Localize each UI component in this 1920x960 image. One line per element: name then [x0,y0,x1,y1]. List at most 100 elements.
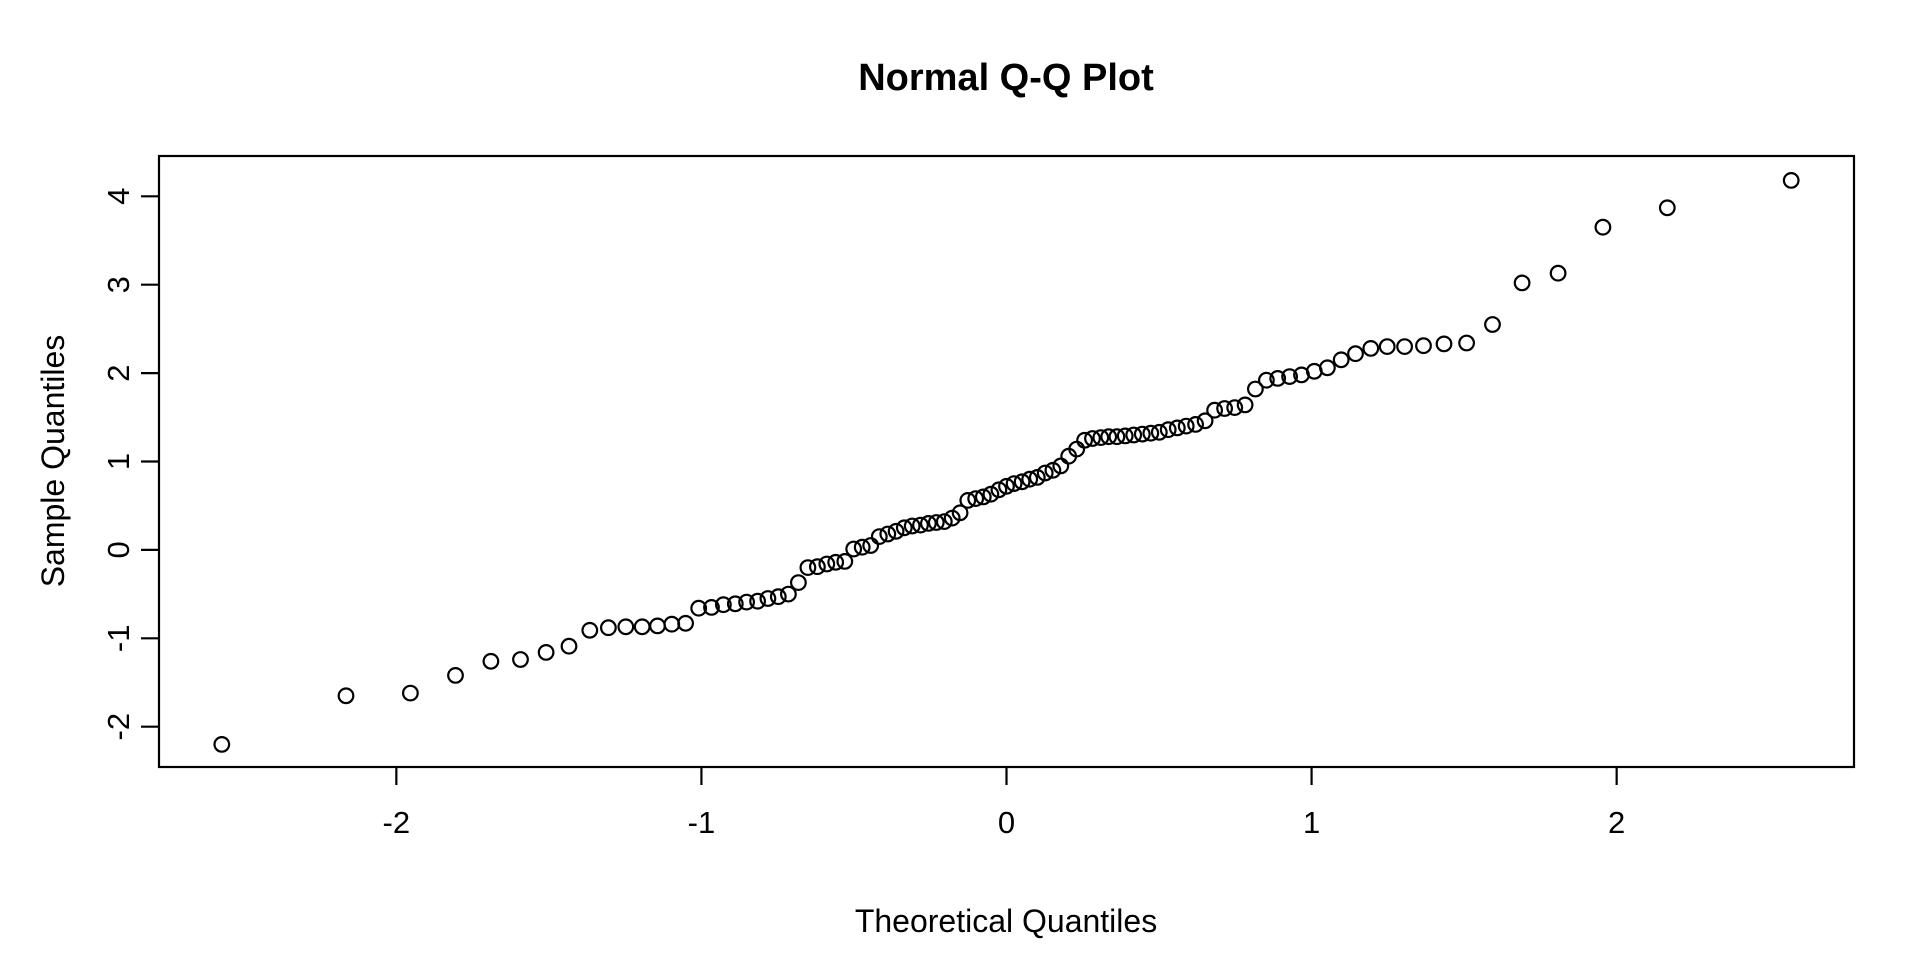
data-point [1246,380,1264,398]
data-point [759,590,777,607]
x-tick-label: 1 [1303,805,1320,840]
data-point [895,519,913,537]
data-point [809,558,826,576]
data-point [927,514,945,531]
y-tick-label: -1 [101,625,136,653]
data-point [836,553,854,570]
data-point [1458,334,1475,352]
data-point [912,516,929,534]
data-point [1133,425,1151,443]
data-point [845,540,863,558]
data-point [726,595,744,613]
data-point [818,555,836,573]
data-point [1076,431,1093,449]
data-point [1092,429,1110,447]
data-point [974,488,992,506]
data-point [1378,338,1396,356]
data-point [1177,417,1195,435]
data-point [1013,473,1031,491]
plot-border-box [157,154,1856,769]
data-point [1226,399,1244,417]
data-point [920,515,937,532]
data-point [1281,368,1298,386]
data-point [715,596,732,614]
data-point [703,599,720,616]
data-point [633,618,651,636]
data-point [1196,412,1214,430]
data-point [1036,464,1054,482]
data-point [951,504,969,522]
data-point [870,528,888,545]
data-points [213,171,1800,753]
data-point [1362,340,1380,357]
data-point [959,492,977,509]
chart-title: Normal Q-Q Plot [858,57,1154,99]
data-point [1415,337,1432,355]
data-point [990,481,1008,499]
data-point [738,593,755,611]
data-point [827,553,845,571]
data-point [512,651,529,668]
data-point [862,537,880,554]
data-point [600,619,617,637]
data-point [1206,401,1223,419]
x-axis-ticks: -2 -1 0 1 2 [383,767,1625,840]
data-point [649,617,666,635]
data-point [998,477,1015,495]
data-point [1269,370,1287,387]
data-point [1435,335,1453,353]
data-point [690,599,708,617]
data-point [447,667,464,684]
data-point [1142,424,1160,442]
data-point [1150,423,1168,441]
data-point [769,588,787,606]
x-tick-label: 2 [1608,805,1625,840]
data-point [935,513,953,530]
data-point [799,559,817,576]
x-axis-title: Theoretical Quantiles [855,903,1157,939]
data-point [790,574,807,591]
data-point [617,618,635,636]
data-point [1396,338,1413,356]
data-point [1782,171,1800,189]
data-point [1168,419,1186,437]
data-point [560,637,578,655]
y-tick-label: 4 [101,188,136,205]
data-point [482,652,500,670]
data-point [1347,345,1364,363]
data-point [780,585,797,603]
data-point [1159,421,1177,439]
data-point [887,522,905,540]
data-point [1125,426,1143,444]
y-tick-label: -2 [101,713,136,741]
y-tick-label: 2 [101,364,136,381]
x-tick-label: -2 [383,805,411,840]
y-tick-label: 1 [101,453,136,470]
data-point [337,687,355,705]
data-point [1332,351,1350,369]
y-tick-label: 0 [101,541,136,558]
y-axis-title: Sample Quantiles [35,335,71,588]
data-point [1108,428,1126,446]
data-point [1513,274,1531,292]
data-point [213,736,231,753]
data-point [853,538,871,556]
data-point [1044,461,1062,479]
data-point [1028,469,1046,486]
data-point [677,614,694,632]
data-point [402,684,419,702]
data-point [967,490,985,508]
data-point [1005,475,1023,493]
data-point [1484,316,1501,333]
data-point [1084,430,1101,447]
data-point [879,525,897,543]
x-tick-label: 0 [998,805,1015,840]
data-point [1658,199,1676,217]
data-point [581,621,599,639]
data-point [1021,470,1039,488]
x-tick-label: -1 [688,805,716,840]
data-point [982,485,1000,503]
y-axis-ticks: -2 -1 0 1 2 3 4 [101,188,159,741]
